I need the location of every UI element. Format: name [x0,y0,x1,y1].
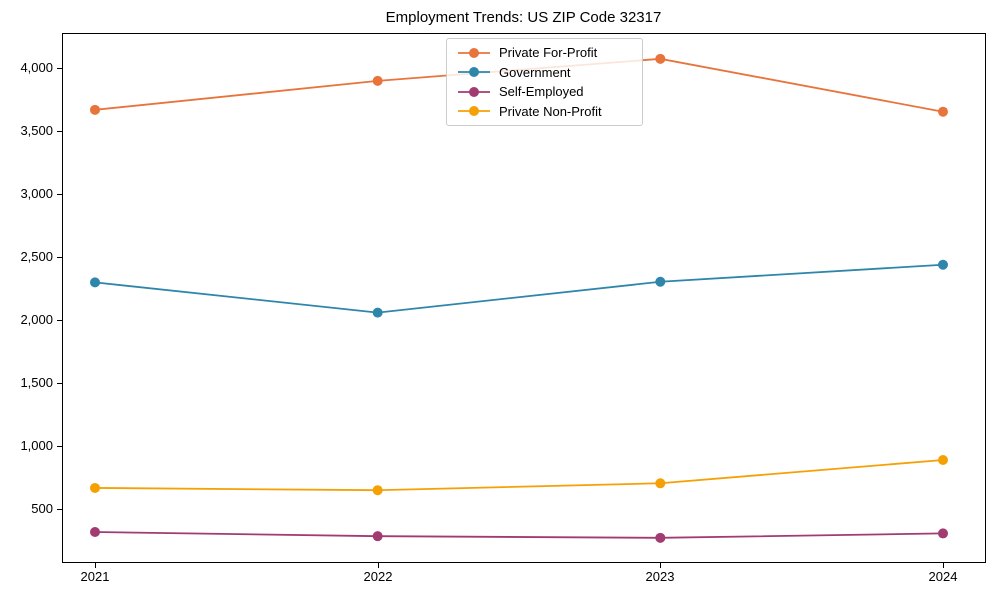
y-tick-label: 500 [31,501,53,516]
x-tick-label: 2021 [80,569,110,584]
data-point [372,485,383,496]
y-tick-label: 1,000 [20,438,53,453]
series-line [94,459,944,492]
data-point [372,75,383,86]
legend: Private For-Profit Government Self-Emplo… [446,38,643,126]
plot-frame [62,33,986,563]
chart-title: Employment Trends: US ZIP Code 32317 [385,9,662,26]
y-tick-label: 3,000 [20,186,53,201]
legend-marker-icon [458,47,490,58]
data-point [90,104,100,115]
legend-item: Government [456,63,642,83]
legend-marker-icon [458,86,490,97]
data-point [655,53,666,64]
data-point [938,259,948,270]
legend-label: Self-Employed [499,84,584,100]
data-point [372,531,383,542]
data-point [372,307,383,318]
series-line [94,263,944,314]
legend-label: Private For-Profit [499,45,598,61]
legend-marker-icon [458,106,490,117]
x-tick-label: 2024 [928,569,958,584]
data-point [938,454,948,465]
y-tick-label: 2,000 [20,312,53,327]
data-point [655,276,666,287]
legend-marker-icon [458,67,490,78]
legend-item: Private Non-Profit [456,102,642,122]
series-line [94,531,944,539]
x-tick-label: 2022 [363,569,393,584]
legend-label: Private Non-Profit [499,103,602,119]
data-point [90,277,100,288]
data-point [655,532,666,543]
y-tick-label: 4,000 [20,60,53,75]
data-point [938,528,948,539]
data-point [938,106,948,117]
data-point [655,478,666,489]
y-tick-label: 2,500 [20,249,53,264]
legend-item: Self-Employed [456,82,642,102]
x-tick-label: 2023 [645,569,675,584]
y-tick-label: 1,500 [20,375,53,390]
y-tick-label: 3,500 [20,123,53,138]
data-point [90,527,100,538]
legend-label: Government [499,64,571,80]
legend-item: Private For-Profit [456,43,642,63]
data-point [90,482,100,493]
